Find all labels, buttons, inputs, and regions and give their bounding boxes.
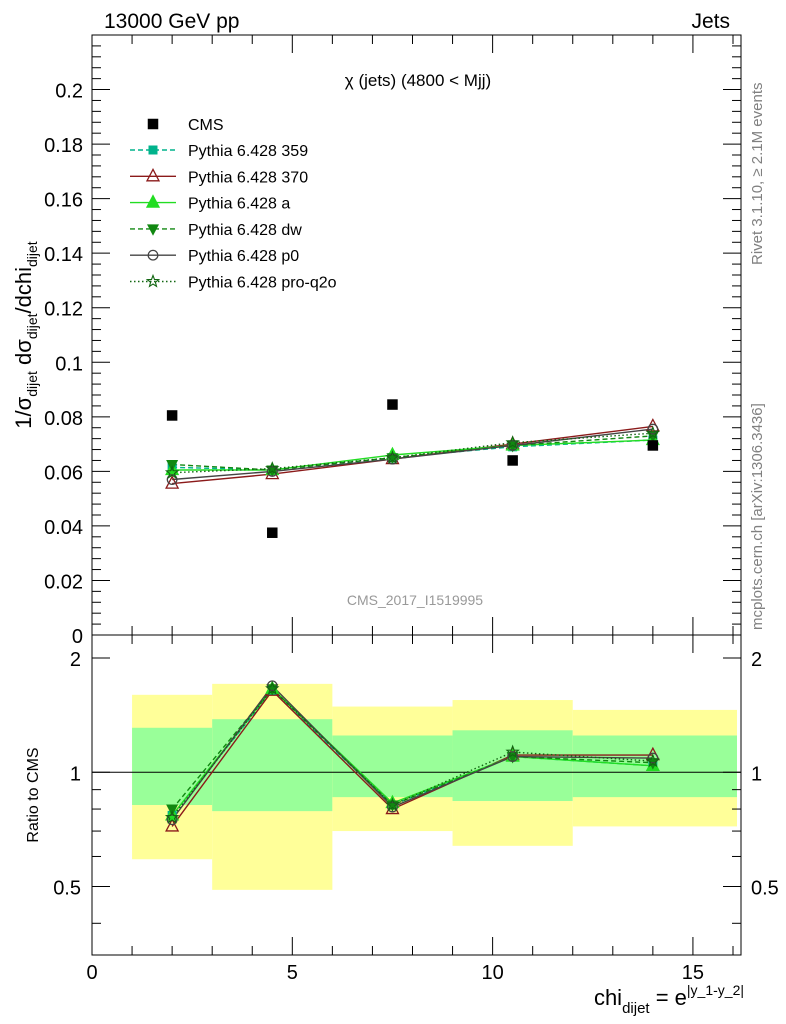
ratio-point — [166, 814, 178, 826]
cms-data-point — [267, 527, 278, 538]
series-point — [385, 450, 400, 464]
x-tick-label: 15 — [682, 962, 704, 984]
series-point — [645, 425, 661, 440]
ratio-point — [645, 753, 661, 768]
svg-text:1/σdijet dσdijet/dchidijet: 1/σdijet dσdijet/dchidijet — [11, 241, 40, 429]
inner-band — [212, 719, 333, 812]
ratio-line — [171, 687, 653, 818]
ratio-point — [505, 744, 520, 759]
y-tick-label: 0.12 — [44, 299, 83, 321]
x-tick-label: 5 — [287, 962, 298, 984]
legend-marker — [145, 273, 161, 288]
y-tick-label: 0.14 — [44, 244, 83, 266]
series-line — [172, 435, 653, 471]
legend-label: Pythia 6.428 370 — [188, 169, 308, 186]
svg-text:chidijet = e|y_1-y_2|: chidijet = e|y_1-y_2| — [594, 982, 744, 1017]
header-left: 13000 GeV pp — [104, 10, 239, 33]
series-point — [265, 461, 280, 475]
ratio-panel: 0 5 10 15 0.5 0.5 1 1 2 2 Ratio to CMS chidijet =… — [25, 634, 779, 1017]
legend-label: CMS — [188, 117, 224, 134]
top-series-lines — [172, 425, 653, 485]
legend-label: Pythia 6.428 a — [188, 196, 290, 213]
uncertainty-bands — [132, 683, 737, 890]
cms-data-points — [166, 399, 659, 538]
ratio-point — [507, 751, 519, 763]
chart-watermark: CMS_2017_I1519995 — [347, 592, 483, 608]
y-tick-label: 0.08 — [44, 408, 83, 430]
ratio-point — [387, 801, 398, 813]
series-point — [647, 423, 659, 435]
top-series-markers — [164, 418, 661, 489]
legend: CMS Pythia 6.428 359 Pythia 6.428 370 Pythi… — [130, 117, 337, 292]
cms-data-point — [507, 455, 518, 466]
y-tick-label: 0.2 — [55, 81, 83, 103]
series-point — [507, 440, 519, 451]
y-tick-label-right: 1 — [751, 763, 762, 785]
legend-marker — [148, 145, 158, 155]
y-tick-label: 1 — [70, 763, 81, 785]
ratio-point — [385, 797, 400, 812]
legend-marker — [145, 168, 161, 182]
series-point — [387, 453, 398, 465]
legend-marker — [145, 194, 161, 208]
y-tick-label-right: 2 — [751, 649, 762, 671]
legend-label: Pythia 6.428 359 — [188, 143, 308, 160]
y-tick-label: 0.02 — [44, 571, 83, 593]
cms-data-point — [647, 440, 659, 451]
mcplots-label: mcplots.cern.ch [arXiv:1306.3436] — [749, 403, 766, 630]
legend-marker — [147, 118, 159, 130]
ratio-tick-labels: 0 5 10 15 0.5 0.5 1 1 2 2 — [53, 649, 779, 984]
ratio-panel-frame — [91, 634, 742, 956]
top-y-tick-labels: 0 0.02 0.04 0.06 0.08 0.1 0.12 0.14 0.16 0.18 0.2 — [44, 81, 83, 648]
main-panel: 00.020.040.060.080.10.120.140.160.180.2 … — [11, 34, 742, 648]
ratio-point — [266, 680, 278, 692]
legend-label: Pythia 6.428 pro-q2o — [188, 275, 337, 292]
y-tick-label: 0.18 — [44, 135, 83, 157]
y-tick-label: 0 — [72, 626, 83, 648]
header-right: Jets — [691, 10, 730, 33]
ratio-series-markers — [164, 680, 661, 832]
x-tick-label: 0 — [86, 962, 97, 984]
series-point — [164, 465, 180, 479]
series-point — [266, 465, 278, 477]
legend-marker — [147, 224, 159, 236]
ratio-y-label: Ratio to CMS — [25, 747, 42, 842]
cms-data-point — [387, 399, 398, 410]
x-tick-label: 10 — [481, 962, 503, 984]
y-tick-label: 0.1 — [55, 353, 83, 375]
inner-band — [132, 727, 213, 805]
y-tick-label: 0.5 — [53, 878, 81, 900]
ratio-point — [265, 681, 280, 695]
ratio-point — [647, 752, 659, 764]
series-line — [172, 439, 653, 471]
chart-title: χ (jets) (4800 < Mjj) — [345, 71, 491, 90]
y-tick-label: 2 — [70, 649, 81, 671]
y-tick-label: 0.16 — [44, 190, 83, 212]
legend-label: Pythia 6.428 dw — [188, 222, 302, 239]
x-axis-label: chidijet = e|y_1-y_2| — [594, 982, 744, 1017]
series-line — [172, 428, 653, 481]
legend-label: Pythia 6.428 p0 — [188, 248, 299, 265]
y-tick-label: 0.04 — [44, 517, 83, 539]
series-point — [505, 435, 520, 449]
ratio-point — [164, 809, 180, 824]
legend-marker — [147, 249, 159, 261]
inner-band — [452, 730, 573, 802]
y-tick-label-right: 0.5 — [751, 878, 779, 900]
y-axis-label: 1/σdijet dσdijet/dchidijet — [11, 241, 40, 429]
rivet-label: Rivet 3.1.10, ≥ 2.1M events — [749, 83, 766, 266]
y-tick-label: 0.06 — [44, 462, 83, 484]
cms-data-point — [166, 410, 178, 421]
ratio-axis-ticks — [91, 635, 741, 955]
ratio-point — [165, 818, 180, 832]
top-axis-ticks — [91, 34, 741, 636]
